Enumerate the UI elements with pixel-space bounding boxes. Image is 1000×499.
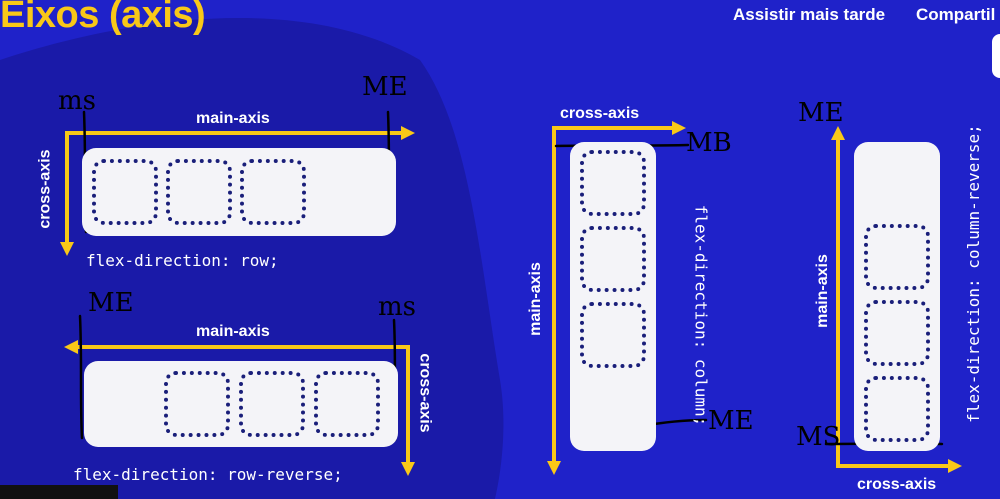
column-main-axis-arrowhead: [547, 461, 561, 475]
row-axes: [65, 131, 405, 246]
column-reverse-cross-axis-arrowhead: [948, 459, 962, 473]
flex-item: [864, 224, 930, 290]
flex-item: [314, 371, 380, 437]
column-axes: [552, 126, 676, 465]
watch-later-button[interactable]: Assistir mais tarde: [733, 5, 886, 24]
note-main-end: ME: [88, 288, 134, 318]
note-main-end: ME: [798, 98, 844, 128]
flex-item: [864, 300, 930, 366]
column-reverse-cross-axis-label: cross-axis: [857, 476, 937, 493]
flex-item: [239, 371, 305, 437]
row-main-axis-label: main-axis: [196, 110, 270, 127]
flex-item: [164, 371, 230, 437]
row-reverse-cross-axis-label: cross-axis: [416, 353, 434, 433]
flex-item: [166, 159, 232, 225]
note-main-start: ms: [378, 292, 416, 322]
column-code-label: flex-direction: column;: [691, 204, 711, 427]
row-reverse-cross-axis-arrowhead: [401, 462, 415, 476]
row-reverse-main-axis-label: main-axis: [196, 323, 270, 340]
column-main-axis-label: main-axis: [526, 262, 544, 336]
flex-item: [580, 226, 646, 292]
flex-item: [92, 159, 158, 225]
column-cross-axis-label: cross-axis: [560, 105, 640, 122]
slide-title: Eixos (axis): [0, 0, 206, 36]
flex-item: [864, 376, 930, 442]
share-button[interactable]: Compartil: [916, 5, 996, 24]
row-cross-axis-label: cross-axis: [36, 149, 54, 229]
flex-item: [580, 302, 646, 368]
column-reverse-flex-container: [854, 142, 940, 451]
row-cross-axis-arrowhead: [60, 242, 74, 256]
flex-item: [240, 159, 306, 225]
note-main-end: ME: [708, 406, 754, 436]
column-reverse-code-label: flex-direction: column-reverse;: [963, 124, 983, 423]
row-reverse-main-axis-arrowhead: [64, 340, 78, 354]
row-reverse-code-label: flex-direction: row-reverse;: [73, 465, 343, 484]
note-main-end: ME: [362, 72, 408, 102]
row-reverse-flex-container: [84, 361, 398, 447]
note-main-start: ms: [58, 86, 96, 116]
column-reverse-axes: [836, 138, 952, 468]
row-main-axis-arrowhead: [401, 126, 415, 140]
row-reverse-axes: [74, 345, 410, 466]
note-main-start: MS: [796, 422, 841, 452]
column-reverse-main-axis-arrowhead: [831, 126, 845, 140]
row-flex-container: [82, 148, 396, 236]
column-cross-axis-arrowhead: [672, 121, 686, 135]
column-reverse-main-axis-label: main-axis: [813, 254, 831, 328]
flex-item: [580, 150, 646, 216]
column-flex-container: [570, 142, 656, 451]
side-panel-handle[interactable]: [992, 34, 1000, 78]
row-code-label: flex-direction: row;: [86, 251, 279, 270]
note-main-start: MB: [686, 128, 732, 158]
caption-overlay: [0, 485, 118, 499]
